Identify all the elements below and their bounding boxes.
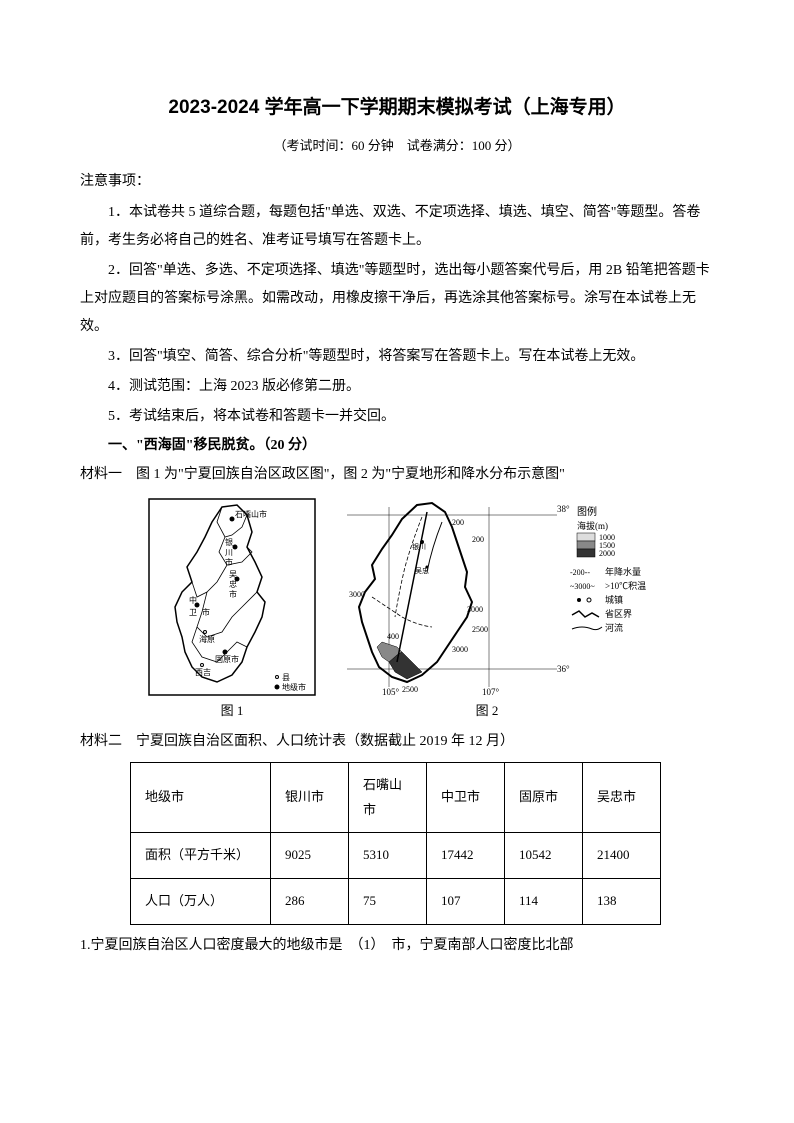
table-cell: 138 — [583, 878, 661, 924]
exam-subtitle: （考试时间：60 分钟 试卷满分：100 分） — [80, 134, 714, 159]
city-wuzhong-char3: 市 — [229, 589, 237, 599]
table-cell: 中卫市 — [427, 762, 505, 832]
table-cell: 17442 — [427, 833, 505, 879]
table-cell: 21400 — [583, 833, 661, 879]
legend-county: 县 — [282, 673, 290, 682]
city-shizuishan: 石嘴山市 — [235, 509, 267, 519]
map2-legend: 图例 海拔(m) 1000 1500 2000 -200-- 年降水量 ~300… — [570, 505, 646, 633]
figure-2-label: 图 2 — [476, 699, 499, 724]
city-yinchuan-char2: 川 — [225, 548, 233, 557]
contour-200b: 200 — [472, 535, 484, 544]
table-cell: 吴忠市 — [583, 762, 661, 832]
contour-3000b: 3000 — [467, 605, 483, 614]
map-1-box: 石嘴山市 银 川 市 吴 忠 市 中 卫 市 海原 固原市 西吉 县 地级市 图… — [147, 497, 317, 724]
table-cell: 114 — [505, 878, 583, 924]
city-haiyuan: 海原 — [199, 634, 215, 644]
map-2-svg: 38° 36° 105° 107° 200 200 3000 3000 2500 — [327, 497, 647, 697]
precip-label: 年降水量 — [605, 566, 641, 577]
table-cell: 地级市 — [131, 762, 271, 832]
notice-5: 5．考试结束后，将本试卷和答题卡一并交回。 — [80, 403, 714, 431]
table-cell: 人口（万人） — [131, 878, 271, 924]
precip-value: -200-- — [570, 568, 590, 577]
city-wuzhong-char1: 吴 — [229, 570, 237, 579]
figure-container: 石嘴山市 银 川 市 吴 忠 市 中 卫 市 海原 固原市 西吉 县 地级市 图… — [80, 497, 714, 724]
notice-header: 注意事项： — [80, 169, 714, 196]
map-2-box: 38° 36° 105° 107° 200 200 3000 3000 2500 — [327, 497, 647, 724]
table-cell: 银川市 — [271, 762, 349, 832]
legend-river: 河流 — [605, 622, 623, 633]
city-zhongwei-char1: 中 — [189, 595, 197, 605]
table-row: 人口（万人） 286 75 107 114 138 — [131, 878, 661, 924]
exam-title: 2023-2024 学年高一下学期期末模拟考试（上海专用） — [80, 90, 714, 126]
contour-2500a: 2500 — [472, 625, 488, 634]
section-1-header: 一、"西海固"移民脱贫。（20 分） — [80, 433, 714, 460]
elev-2000: 2000 — [599, 549, 615, 558]
map2-yinchuan: 银川 — [412, 542, 426, 551]
legend-city: 地级市 — [282, 682, 306, 692]
table-cell: 286 — [271, 878, 349, 924]
city-yinchuan-char3: 市 — [225, 557, 233, 567]
table-cell: 面积（平方千米） — [131, 833, 271, 879]
temp-label: >10℃积温 — [605, 580, 646, 591]
material-2: 材料二 宁夏回族自治区面积、人口统计表（数据截止 2019 年 12 月） — [80, 729, 714, 756]
contour-3000a: 3000 — [349, 590, 365, 599]
city-zhongwei-char2: 卫 — [189, 608, 197, 617]
table-row: 面积（平方千米） 9025 5310 17442 10542 21400 — [131, 833, 661, 879]
contour-3000c: 3000 — [452, 645, 468, 654]
population-table: 地级市 银川市 石嘴山市 中卫市 固原市 吴忠市 面积（平方千米） 9025 5… — [130, 762, 661, 925]
question-1: 1.宁夏回族自治区人口密度最大的地级市是 （1） 市，宁夏南部人口密度比北部 — [80, 933, 714, 960]
figure-1-label: 图 1 — [221, 699, 244, 724]
temp-value: ~3000~ — [570, 582, 595, 591]
map-1-svg: 石嘴山市 银 川 市 吴 忠 市 中 卫 市 海原 固原市 西吉 县 地级市 — [147, 497, 317, 697]
legend-boundary: 省区界 — [605, 608, 632, 619]
lat-36: 36° — [557, 664, 570, 674]
legend-town: 城镇 — [605, 594, 623, 605]
contour-400: 400 — [387, 632, 399, 641]
map2-wuzhong: 吴忠 — [415, 567, 429, 575]
contour-200a: 200 — [452, 518, 464, 527]
notice-3: 3．回答"填空、简答、综合分析"等题型时，将答案写在答题卡上。写在本试卷上无效。 — [80, 343, 714, 371]
city-zhongwei-char3: 市 — [202, 607, 210, 617]
table-cell: 10542 — [505, 833, 583, 879]
city-wuzhong-char2: 忠 — [229, 580, 237, 589]
legend-title: 图例 — [577, 505, 597, 518]
notice-2: 2．回答"单选、多选、不定项选择、填选"等题型时，选出每小题答案代号后，用 2B… — [80, 257, 714, 341]
notice-1: 1．本试卷共 5 道综合题，每题包括"单选、双选、不定项选择、填选、填空、简答"… — [80, 199, 714, 255]
city-guyuan: 固原市 — [215, 654, 239, 664]
table-cell: 9025 — [271, 833, 349, 879]
notice-4: 4．测试范围：上海 2023 版必修第二册。 — [80, 373, 714, 401]
table-cell: 固原市 — [505, 762, 583, 832]
table-cell: 石嘴山市 — [349, 762, 427, 832]
legend-elevation: 海拔(m) — [577, 520, 608, 531]
contour-2500b: 2500 — [402, 685, 418, 694]
table-cell: 75 — [349, 878, 427, 924]
material-1: 材料一 图 1 为"宁夏回族自治区政区图"，图 2 为"宁夏地形和降水分布示意图… — [80, 462, 714, 489]
lon-105: 105° — [382, 687, 400, 697]
lat-38: 38° — [557, 504, 570, 514]
table-cell: 5310 — [349, 833, 427, 879]
lon-107: 107° — [482, 687, 500, 697]
table-row: 地级市 银川市 石嘴山市 中卫市 固原市 吴忠市 — [131, 762, 661, 832]
table-cell: 107 — [427, 878, 505, 924]
city-yinchuan-char1: 银 — [225, 537, 233, 547]
city-xiji: 西吉 — [195, 668, 211, 677]
